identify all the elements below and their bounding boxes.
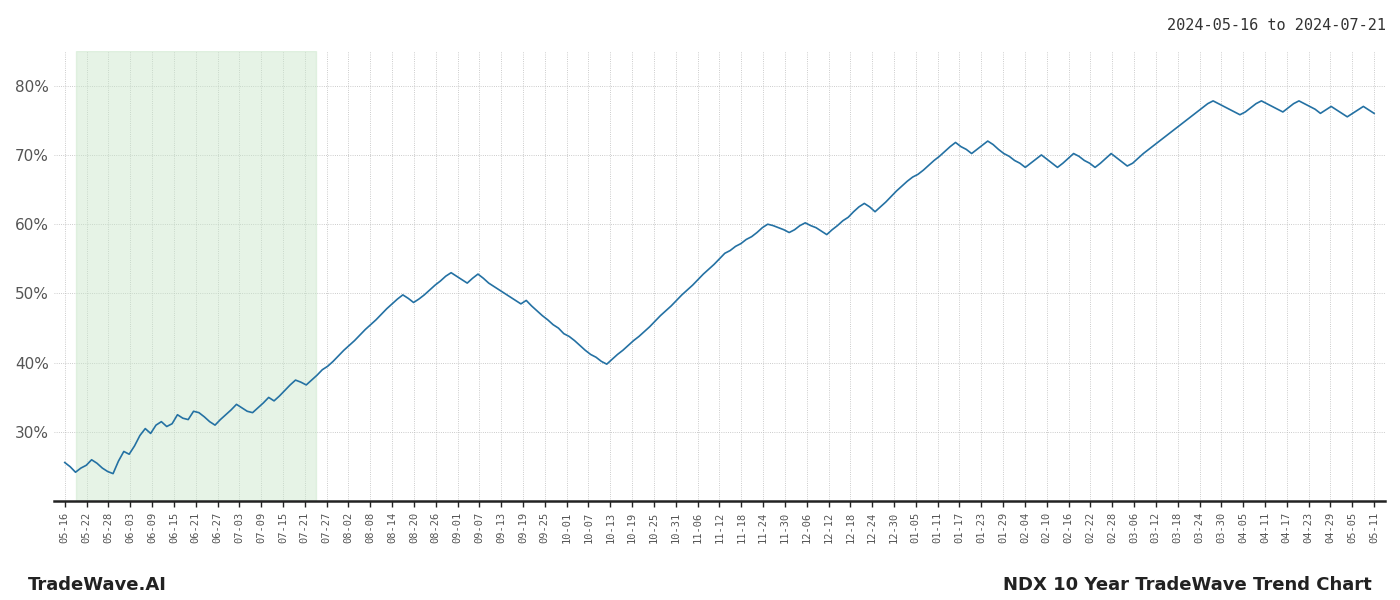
Text: NDX 10 Year TradeWave Trend Chart: NDX 10 Year TradeWave Trend Chart: [1004, 576, 1372, 594]
Text: 2024-05-16 to 2024-07-21: 2024-05-16 to 2024-07-21: [1168, 18, 1386, 33]
Bar: [76, 51, 316, 502]
Text: TradeWave.AI: TradeWave.AI: [28, 576, 167, 594]
